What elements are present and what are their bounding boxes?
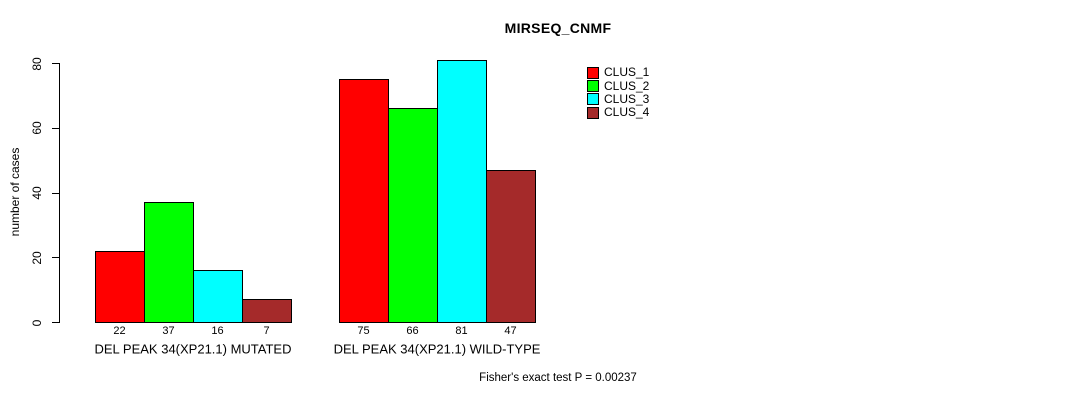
bar-clus-2-wild-type [388, 108, 438, 323]
bar-clus-4-mutated [242, 299, 292, 323]
bar-clus-4-wild-type [486, 169, 536, 323]
bar-clus-1-wild-type [339, 79, 389, 323]
category-label: DEL PEAK 34(XP21.1) MUTATED [94, 341, 292, 357]
bar-value-label: 75 [357, 325, 370, 337]
legend-label: CLUS_2 [604, 78, 650, 93]
bar-clus-2-mutated [144, 202, 194, 323]
y-tick [52, 257, 60, 259]
y-tick-label: 20 [30, 251, 44, 265]
bar-value-label: 47 [504, 325, 517, 337]
legend-label: CLUS_4 [604, 105, 650, 120]
legend-item: CLUS_1 [587, 66, 649, 79]
legend-swatch [587, 80, 599, 93]
bar-value-label: 22 [113, 325, 126, 337]
y-tick [52, 192, 60, 194]
y-tick-label: 40 [30, 186, 44, 200]
legend-label: CLUS_3 [604, 91, 650, 106]
legend-swatch [587, 106, 599, 119]
bar-clus-1-mutated [95, 250, 145, 323]
bar-value-label: 7 [263, 325, 270, 337]
fisher-test-annotation: Fisher's exact test P = 0.00237 [479, 372, 637, 384]
bar-clus-3-mutated [193, 270, 243, 323]
legend-item: CLUS_3 [587, 91, 650, 106]
y-tick [52, 322, 60, 323]
legend-swatch [587, 66, 599, 79]
legend-label: CLUS_1 [604, 65, 650, 80]
legend: CLUS_1 CLUS_2 CLUS_3 CLUS_4 [587, 66, 649, 120]
chart-title: MIRSEQ_CNMF [504, 20, 612, 36]
y-axis-label: number of cases [8, 147, 22, 237]
legend-swatch [587, 93, 599, 106]
bar-value-label: 81 [455, 325, 468, 337]
bar-value-label: 16 [211, 325, 224, 337]
bar-value-label: 37 [162, 325, 175, 337]
y-tick [52, 63, 60, 64]
y-tick-label: 80 [30, 56, 44, 71]
bar-clus-3-wild-type [437, 59, 487, 323]
legend-item: CLUS_2 [587, 78, 650, 93]
bar-value-label: 66 [406, 325, 419, 337]
y-tick [52, 127, 60, 129]
legend-item: CLUS_4 [587, 106, 649, 119]
y-tick-label: 60 [30, 121, 44, 135]
category-label: DEL PEAK 34(XP21.1) WILD-TYPE [333, 341, 541, 357]
y-tick-label: 0 [30, 319, 44, 326]
